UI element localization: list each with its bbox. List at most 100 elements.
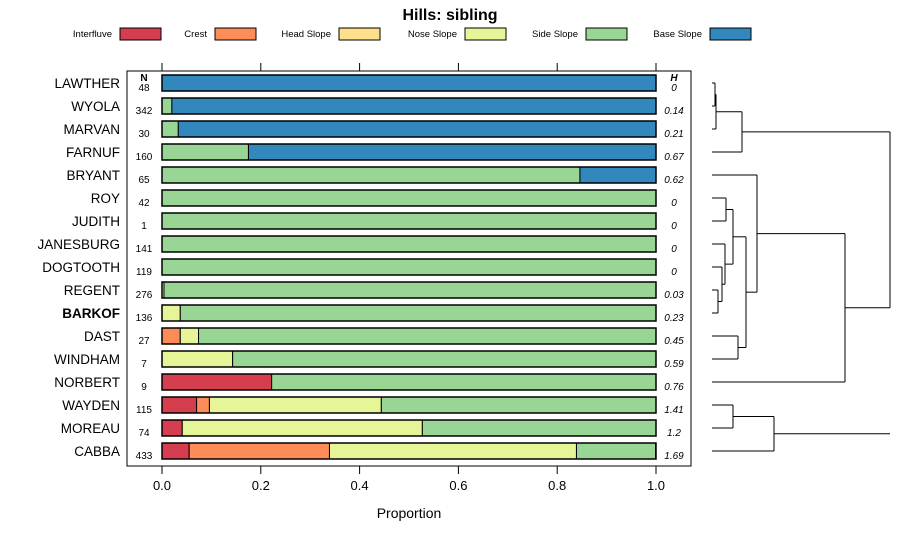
legend-label: Side Slope <box>532 29 578 40</box>
n-value: 65 <box>138 175 150 186</box>
bar-segment <box>575 442 657 460</box>
x-tick-label: 1.0 <box>647 478 665 493</box>
bar-segment <box>161 442 190 460</box>
row-label: BRYANT <box>66 168 120 183</box>
bar-segment <box>380 396 657 414</box>
bar-outline <box>161 74 657 92</box>
h-value: 1.41 <box>664 405 683 416</box>
bar-segment <box>161 189 657 207</box>
n-value: 119 <box>136 267 152 278</box>
h-value: 0 <box>671 244 677 255</box>
bar-outline <box>161 281 657 299</box>
legend-label: Interfluve <box>73 29 112 40</box>
legend-label: Base Slope <box>653 29 702 40</box>
row-label: WYOLA <box>71 99 120 114</box>
legend-label: Nose Slope <box>408 29 457 40</box>
n-value: 342 <box>136 106 153 117</box>
n-column-header: N <box>140 73 147 84</box>
bar-segment <box>181 419 423 437</box>
h-value: 0 <box>671 221 677 232</box>
h-value: 0 <box>671 83 677 94</box>
bar-segment <box>161 327 181 345</box>
x-axis-label: Proportion <box>377 505 442 521</box>
h-value: 0.45 <box>664 336 684 347</box>
row-label: DOGTOOTH <box>42 260 120 275</box>
row-label: ROY <box>91 191 120 206</box>
h-value: 0 <box>671 267 677 278</box>
h-value: 0.03 <box>664 290 684 301</box>
row-label: DAST <box>84 329 120 344</box>
row-label: LAWTHER <box>54 76 120 91</box>
x-tick-label: 0.8 <box>548 478 566 493</box>
row-label: NORBERT <box>54 375 120 390</box>
n-value: 115 <box>136 405 152 416</box>
bar-segment <box>208 396 382 414</box>
legend-label: Crest <box>184 29 207 40</box>
bar-outline <box>161 143 657 161</box>
legend-swatch <box>119 27 162 41</box>
n-value: 160 <box>136 152 153 163</box>
h-value: 0.23 <box>664 313 684 324</box>
bar-outline <box>161 419 657 437</box>
row-label: JANESBURG <box>37 237 120 252</box>
bar-segment <box>328 442 577 460</box>
bar-outline <box>161 189 657 207</box>
bar-segment <box>179 304 657 322</box>
bar-segment <box>188 442 330 460</box>
bar-segment <box>161 396 198 414</box>
bar-outline <box>161 373 657 391</box>
bar-segment <box>161 419 183 437</box>
bar-outline <box>161 304 657 322</box>
bar-segment <box>177 120 657 138</box>
row-label: WAYDEN <box>62 398 120 413</box>
bar-outline <box>161 212 657 230</box>
x-axis: 0.0 0.2 0.4 0.6 0.8 1.0 <box>153 63 665 493</box>
x-tick-label: 0.2 <box>252 478 270 493</box>
h-value: 0.67 <box>664 152 684 163</box>
dendrogram <box>712 82 891 452</box>
bar-segment <box>161 373 273 391</box>
n-value: 30 <box>138 129 150 140</box>
n-value: 9 <box>141 382 147 393</box>
bar-segment <box>579 166 657 184</box>
n-value: 141 <box>136 244 153 255</box>
bar-segment <box>161 350 234 368</box>
plot-frame <box>126 70 692 467</box>
legend-swatch <box>214 27 257 41</box>
h-value: 0.76 <box>664 382 684 393</box>
rows: LAWTHER 48 0 WYOLA 342 0.14 MARVAN 30 0.21 FARNUF… <box>37 74 684 462</box>
n-value: 42 <box>138 198 150 209</box>
row-label: FARNUF <box>66 145 120 160</box>
x-tick-label: 0.4 <box>351 478 369 493</box>
bar-segment <box>163 281 657 299</box>
bar-segment <box>161 235 657 253</box>
h-value: 1.69 <box>664 451 684 462</box>
h-value: 0 <box>671 198 677 209</box>
bar-outline <box>161 235 657 253</box>
bar-outline <box>161 396 657 414</box>
n-value: 1 <box>141 221 147 232</box>
bar-outline <box>161 120 657 138</box>
legend-swatch <box>709 27 752 41</box>
x-tick-label: 0.6 <box>449 478 467 493</box>
row-label: JUDITH <box>72 214 120 229</box>
n-value: 7 <box>141 359 147 370</box>
row-label: BARKOF <box>62 306 120 321</box>
h-value: 0.14 <box>664 106 684 117</box>
bar-segment <box>271 373 657 391</box>
bar-segment <box>161 212 657 230</box>
legend-swatch <box>585 27 628 41</box>
bar-segment <box>161 304 181 322</box>
bar-segment <box>198 327 657 345</box>
n-value: 48 <box>138 83 150 94</box>
chart-title: Hills: sibling <box>402 7 497 24</box>
bar-segment <box>171 97 657 115</box>
n-value: 433 <box>136 451 153 462</box>
bar-outline <box>161 97 657 115</box>
bar-segment <box>232 350 657 368</box>
n-value: 276 <box>136 290 153 301</box>
bar-segment <box>161 258 657 276</box>
h-column-header: H <box>670 73 678 84</box>
n-value: 74 <box>138 428 150 439</box>
